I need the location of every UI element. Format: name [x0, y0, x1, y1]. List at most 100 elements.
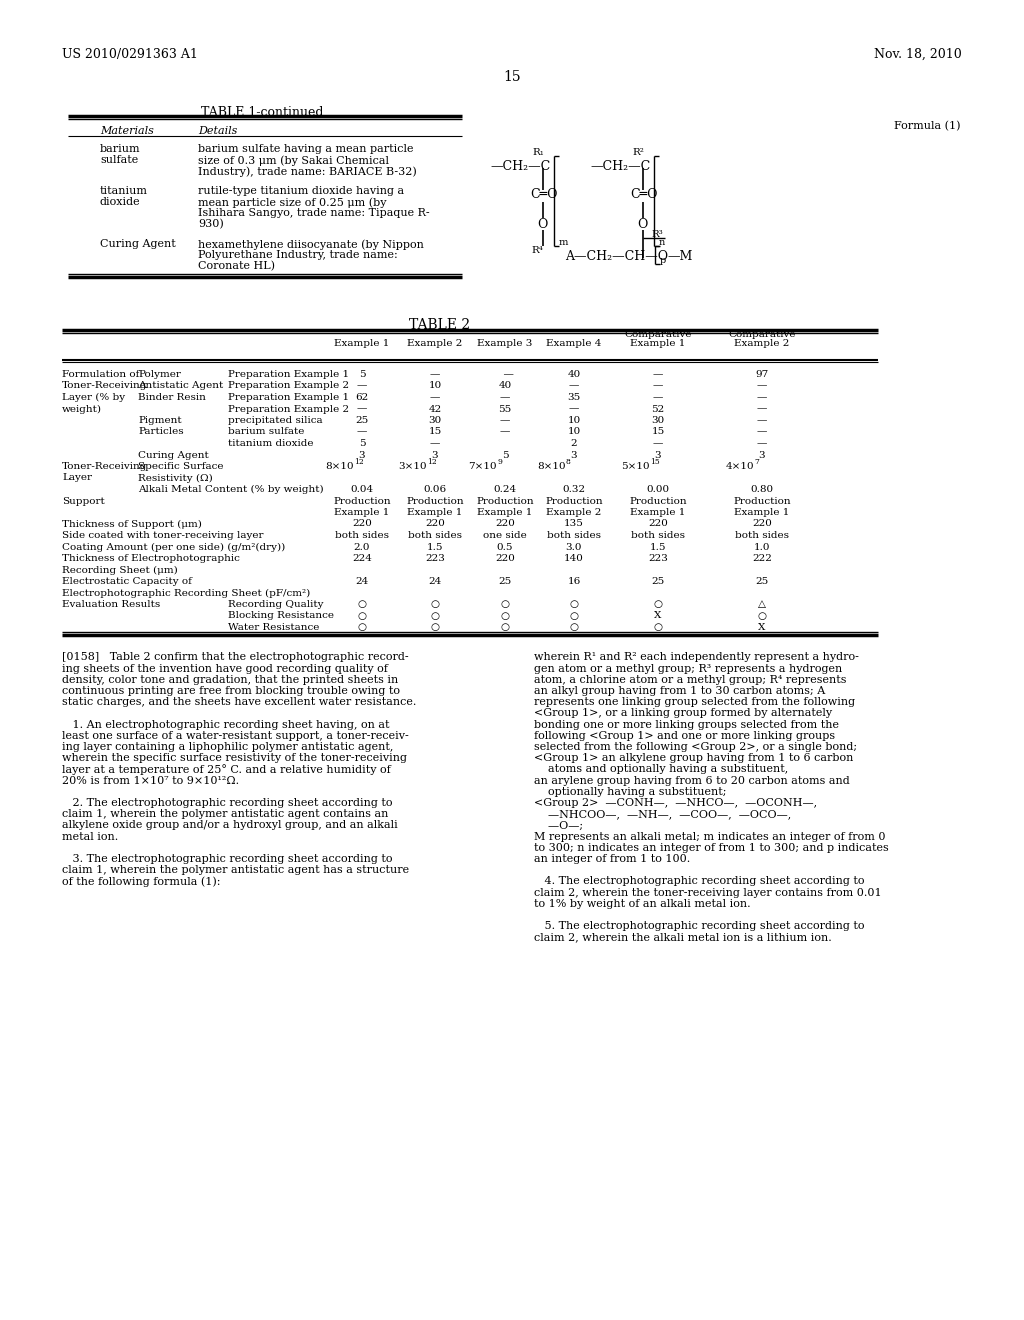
Text: Formula (1): Formula (1) — [894, 121, 961, 131]
Text: 3.0: 3.0 — [565, 543, 583, 552]
Text: 15: 15 — [651, 428, 665, 437]
Text: 30: 30 — [651, 416, 665, 425]
Text: —: — — [757, 440, 767, 447]
Text: barium: barium — [100, 144, 140, 154]
Text: Thickness of Support (μm): Thickness of Support (μm) — [62, 520, 202, 528]
Text: Layer: Layer — [62, 474, 92, 483]
Text: 223: 223 — [425, 554, 445, 564]
Text: 8×10: 8×10 — [538, 462, 566, 471]
Text: —: — — [757, 428, 767, 437]
Text: 3×10: 3×10 — [398, 462, 427, 471]
Text: —CH₂—C: —CH₂—C — [490, 160, 550, 173]
Text: both sides: both sides — [631, 531, 685, 540]
Text: 0.00: 0.00 — [646, 484, 670, 494]
Text: △: △ — [758, 601, 766, 609]
Text: static charges, and the sheets have excellent water resistance.: static charges, and the sheets have exce… — [62, 697, 417, 708]
Text: 135: 135 — [564, 520, 584, 528]
Text: —: — — [653, 393, 664, 403]
Text: ○: ○ — [501, 611, 510, 620]
Text: 8×10: 8×10 — [326, 462, 354, 471]
Text: Example 2: Example 2 — [408, 339, 463, 348]
Text: Resistivity (Ω): Resistivity (Ω) — [138, 474, 213, 483]
Text: 5×10: 5×10 — [622, 462, 650, 471]
Text: continuous printing are free from blocking trouble owing to: continuous printing are free from blocki… — [62, 686, 400, 696]
Text: 35: 35 — [567, 393, 581, 403]
Text: density, color tone and gradation, that the printed sheets in: density, color tone and gradation, that … — [62, 675, 398, 685]
Text: barium sulfate having a mean particle: barium sulfate having a mean particle — [198, 144, 414, 154]
Text: bonding one or more linking groups selected from the: bonding one or more linking groups selec… — [534, 719, 839, 730]
Text: claim 1, wherein the polymer antistatic agent has a structure: claim 1, wherein the polymer antistatic … — [62, 866, 410, 875]
Text: Preparation Example 1: Preparation Example 1 — [228, 370, 349, 379]
Text: Materials: Materials — [100, 125, 154, 136]
Text: ○: ○ — [569, 611, 579, 620]
Text: Preparation Example 2: Preparation Example 2 — [228, 381, 349, 391]
Text: —NHCOO—,  —NH—,  —COO—,  —OCO—,: —NHCOO—, —NH—, —COO—, —OCO—, — [534, 809, 792, 820]
Text: <Group 1> an alkylene group having from 1 to 6 carbon: <Group 1> an alkylene group having from … — [534, 754, 853, 763]
Text: selected from the following <Group 2>, or a single bond;: selected from the following <Group 2>, o… — [534, 742, 857, 752]
Text: 0.04: 0.04 — [350, 484, 374, 494]
Text: wherein R¹ and R² each independently represent a hydro-: wherein R¹ and R² each independently rep… — [534, 652, 859, 663]
Text: —: — — [500, 393, 510, 403]
Text: 222: 222 — [752, 554, 772, 564]
Text: 4×10: 4×10 — [725, 462, 754, 471]
Text: weight): weight) — [62, 404, 102, 413]
Text: n: n — [659, 238, 666, 247]
Text: both sides: both sides — [408, 531, 462, 540]
Text: gen atom or a methyl group; R³ represents a hydrogen: gen atom or a methyl group; R³ represent… — [534, 664, 843, 673]
Text: Industry), trade name: BARIACE B-32): Industry), trade name: BARIACE B-32) — [198, 166, 417, 177]
Text: TABLE 2: TABLE 2 — [410, 318, 471, 333]
Text: —: — — [500, 416, 510, 425]
Text: 3: 3 — [570, 450, 578, 459]
Text: Toner-Receiving: Toner-Receiving — [62, 462, 147, 471]
Text: <Group 2>  —CONH—,  —NHCO—,  —OCONH—,: <Group 2> —CONH—, —NHCO—, —OCONH—, — [534, 799, 817, 808]
Text: ○: ○ — [569, 601, 579, 609]
Text: atoms and optionally having a substituent,: atoms and optionally having a substituen… — [534, 764, 788, 775]
Text: Example 3: Example 3 — [477, 339, 532, 348]
Text: 3: 3 — [654, 450, 662, 459]
Text: titanium: titanium — [100, 186, 148, 195]
Text: 15: 15 — [503, 70, 521, 84]
Text: [0158]   Table 2 confirm that the electrophotographic record-: [0158] Table 2 confirm that the electrop… — [62, 652, 409, 663]
Text: Production: Production — [545, 496, 603, 506]
Text: represents one linking group selected from the following: represents one linking group selected fr… — [534, 697, 855, 708]
Text: —: — — [568, 404, 580, 413]
Text: Example 2: Example 2 — [734, 339, 790, 348]
Text: —: — — [430, 393, 440, 403]
Text: 16: 16 — [567, 577, 581, 586]
Text: 25: 25 — [499, 577, 512, 586]
Text: Layer (% by: Layer (% by — [62, 393, 125, 403]
Text: US 2010/0291363 A1: US 2010/0291363 A1 — [62, 48, 198, 61]
Text: —: — — [356, 381, 368, 391]
Text: 42: 42 — [428, 404, 441, 413]
Text: titanium dioxide: titanium dioxide — [228, 440, 313, 447]
Text: one side: one side — [483, 531, 527, 540]
Text: 220: 220 — [495, 554, 515, 564]
Text: 1.5: 1.5 — [427, 543, 443, 552]
Text: ○: ○ — [653, 623, 663, 632]
Text: least one surface of a water-resistant support, a toner-receiv-: least one surface of a water-resistant s… — [62, 731, 409, 741]
Text: ○: ○ — [501, 623, 510, 632]
Text: Production: Production — [629, 496, 687, 506]
Text: C═O: C═O — [530, 187, 557, 201]
Text: 9: 9 — [497, 458, 502, 466]
Text: 5: 5 — [358, 370, 366, 379]
Text: 25: 25 — [651, 577, 665, 586]
Text: —: — — [568, 381, 580, 391]
Text: 1. An electrophotographic recording sheet having, on at: 1. An electrophotographic recording shee… — [62, 719, 389, 730]
Text: of the following formula (1):: of the following formula (1): — [62, 876, 220, 887]
Text: 62: 62 — [355, 393, 369, 403]
Text: —: — — [430, 440, 440, 447]
Text: Preparation Example 1: Preparation Example 1 — [228, 393, 349, 403]
Text: claim 2, wherein the alkali metal ion is a lithium ion.: claim 2, wherein the alkali metal ion is… — [534, 932, 831, 942]
Text: alkylene oxide group and/or a hydroxyl group, and an alkali: alkylene oxide group and/or a hydroxyl g… — [62, 821, 397, 830]
Text: 5. The electrophotographic recording sheet according to: 5. The electrophotographic recording she… — [534, 921, 864, 932]
Text: ○: ○ — [653, 601, 663, 609]
Text: —: — — [500, 428, 510, 437]
Text: —: — — [653, 381, 664, 391]
Text: hexamethylene diisocyanate (by Nippon: hexamethylene diisocyanate (by Nippon — [198, 239, 424, 249]
Text: optionally having a substituent;: optionally having a substituent; — [534, 787, 726, 797]
Text: Thickness of Electrophotographic: Thickness of Electrophotographic — [62, 554, 240, 564]
Text: 2. The electrophotographic recording sheet according to: 2. The electrophotographic recording she… — [62, 799, 392, 808]
Text: Nov. 18, 2010: Nov. 18, 2010 — [874, 48, 962, 61]
Text: 0.06: 0.06 — [424, 484, 446, 494]
